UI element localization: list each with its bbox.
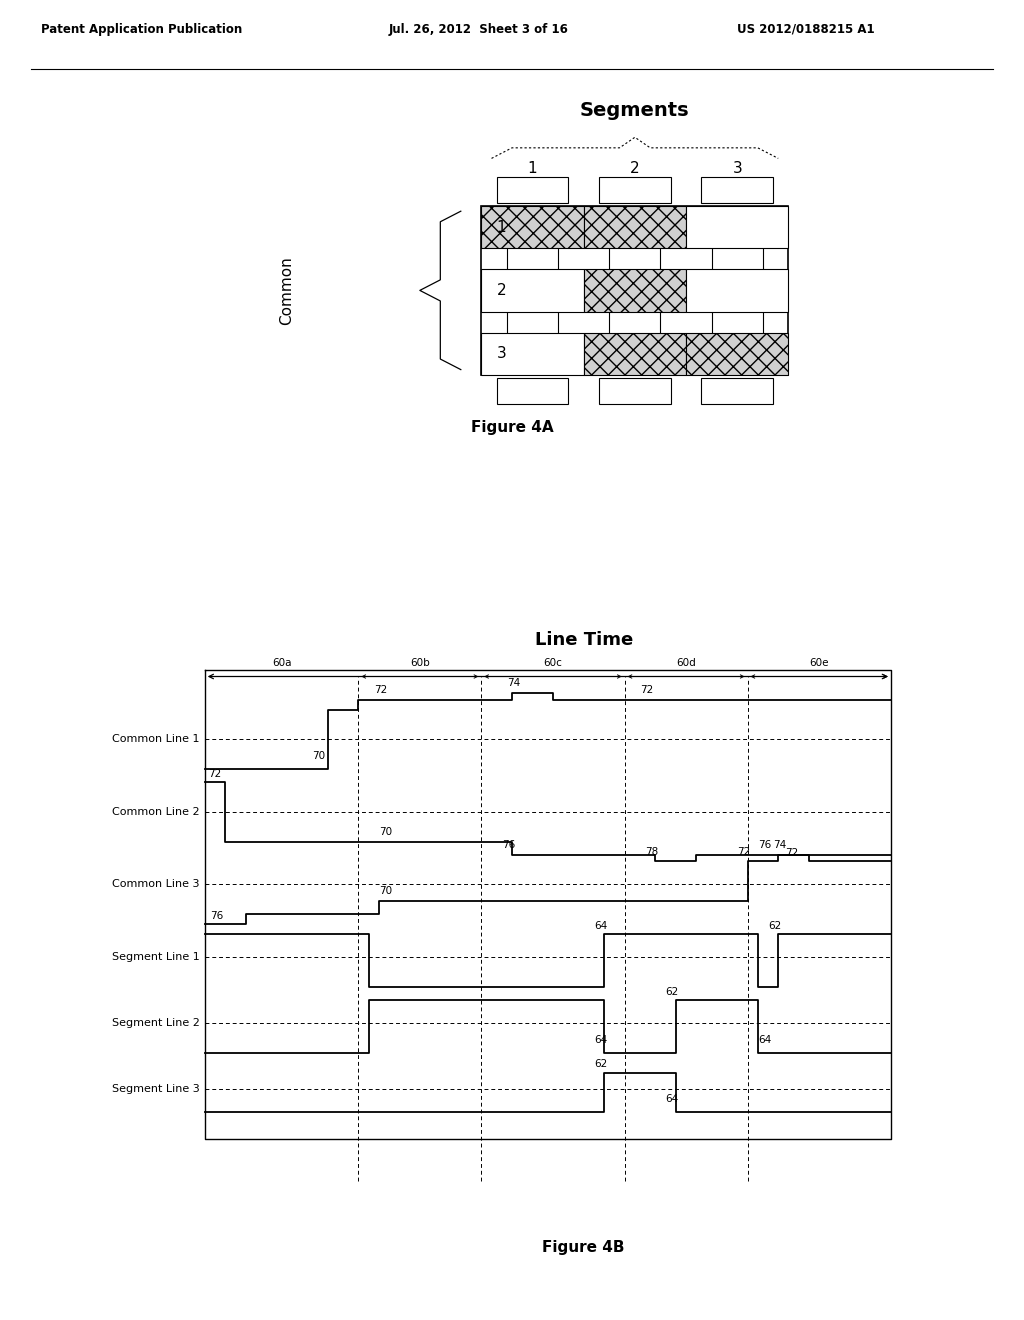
Text: 3: 3 <box>497 346 507 362</box>
Text: Segment Line 2: Segment Line 2 <box>112 1018 200 1028</box>
FancyBboxPatch shape <box>701 378 773 404</box>
Text: 76: 76 <box>210 911 223 921</box>
FancyBboxPatch shape <box>686 269 788 312</box>
Text: Patent Application Publication: Patent Application Publication <box>41 22 243 36</box>
Text: 64: 64 <box>758 1035 771 1045</box>
FancyBboxPatch shape <box>507 309 558 335</box>
FancyBboxPatch shape <box>686 206 788 248</box>
FancyBboxPatch shape <box>712 246 763 272</box>
FancyBboxPatch shape <box>497 177 568 203</box>
Text: 1: 1 <box>497 219 506 235</box>
FancyBboxPatch shape <box>712 309 763 335</box>
Text: Figure 4B: Figure 4B <box>543 1239 625 1255</box>
FancyBboxPatch shape <box>584 269 686 312</box>
Text: 60c: 60c <box>544 659 562 668</box>
Text: 72: 72 <box>208 768 221 779</box>
Text: 74: 74 <box>773 840 786 850</box>
Text: 76: 76 <box>758 840 771 850</box>
FancyBboxPatch shape <box>609 246 660 272</box>
Text: 72: 72 <box>737 846 751 857</box>
FancyBboxPatch shape <box>701 177 773 203</box>
FancyBboxPatch shape <box>481 333 584 375</box>
Text: Segments: Segments <box>580 102 690 120</box>
FancyBboxPatch shape <box>599 378 671 404</box>
Text: Common: Common <box>280 256 294 325</box>
Text: 60b: 60b <box>410 659 430 668</box>
Text: Jul. 26, 2012  Sheet 3 of 16: Jul. 26, 2012 Sheet 3 of 16 <box>389 22 569 36</box>
Text: 3: 3 <box>732 161 742 177</box>
Text: Common Line 3: Common Line 3 <box>113 879 200 890</box>
Text: Figure 4A: Figure 4A <box>471 420 553 436</box>
Text: 72: 72 <box>785 847 799 858</box>
FancyBboxPatch shape <box>497 378 568 404</box>
Text: 74: 74 <box>507 678 520 689</box>
Text: 70: 70 <box>312 751 326 762</box>
Text: 76: 76 <box>502 840 515 850</box>
FancyBboxPatch shape <box>584 333 686 375</box>
Text: 1: 1 <box>527 161 538 177</box>
Text: US 2012/0188215 A1: US 2012/0188215 A1 <box>737 22 874 36</box>
Text: 72: 72 <box>640 685 653 696</box>
Text: Common Line 2: Common Line 2 <box>112 807 200 817</box>
Text: 62: 62 <box>594 1059 607 1069</box>
Text: 60e: 60e <box>809 659 829 668</box>
FancyBboxPatch shape <box>686 333 788 375</box>
FancyBboxPatch shape <box>481 206 584 248</box>
Text: 70: 70 <box>379 826 392 837</box>
Text: 78: 78 <box>645 846 658 857</box>
Text: 2: 2 <box>497 282 506 298</box>
Text: 62: 62 <box>768 920 781 931</box>
FancyBboxPatch shape <box>507 246 558 272</box>
Text: 60d: 60d <box>676 659 696 668</box>
Text: Segment Line 1: Segment Line 1 <box>112 952 200 962</box>
Text: Common Line 1: Common Line 1 <box>113 734 200 744</box>
FancyBboxPatch shape <box>481 269 584 312</box>
FancyBboxPatch shape <box>609 309 660 335</box>
Text: 62: 62 <box>666 986 679 997</box>
Text: 2: 2 <box>630 161 640 177</box>
Text: Line Time: Line Time <box>535 631 633 649</box>
Text: Segment Line 3: Segment Line 3 <box>112 1084 200 1094</box>
Text: 64: 64 <box>594 920 607 931</box>
Text: 64: 64 <box>594 1035 607 1045</box>
FancyBboxPatch shape <box>599 177 671 203</box>
Text: 70: 70 <box>379 886 392 896</box>
Text: 72: 72 <box>374 685 387 696</box>
Text: 60a: 60a <box>271 659 292 668</box>
FancyBboxPatch shape <box>584 206 686 248</box>
Text: 64: 64 <box>666 1094 679 1105</box>
